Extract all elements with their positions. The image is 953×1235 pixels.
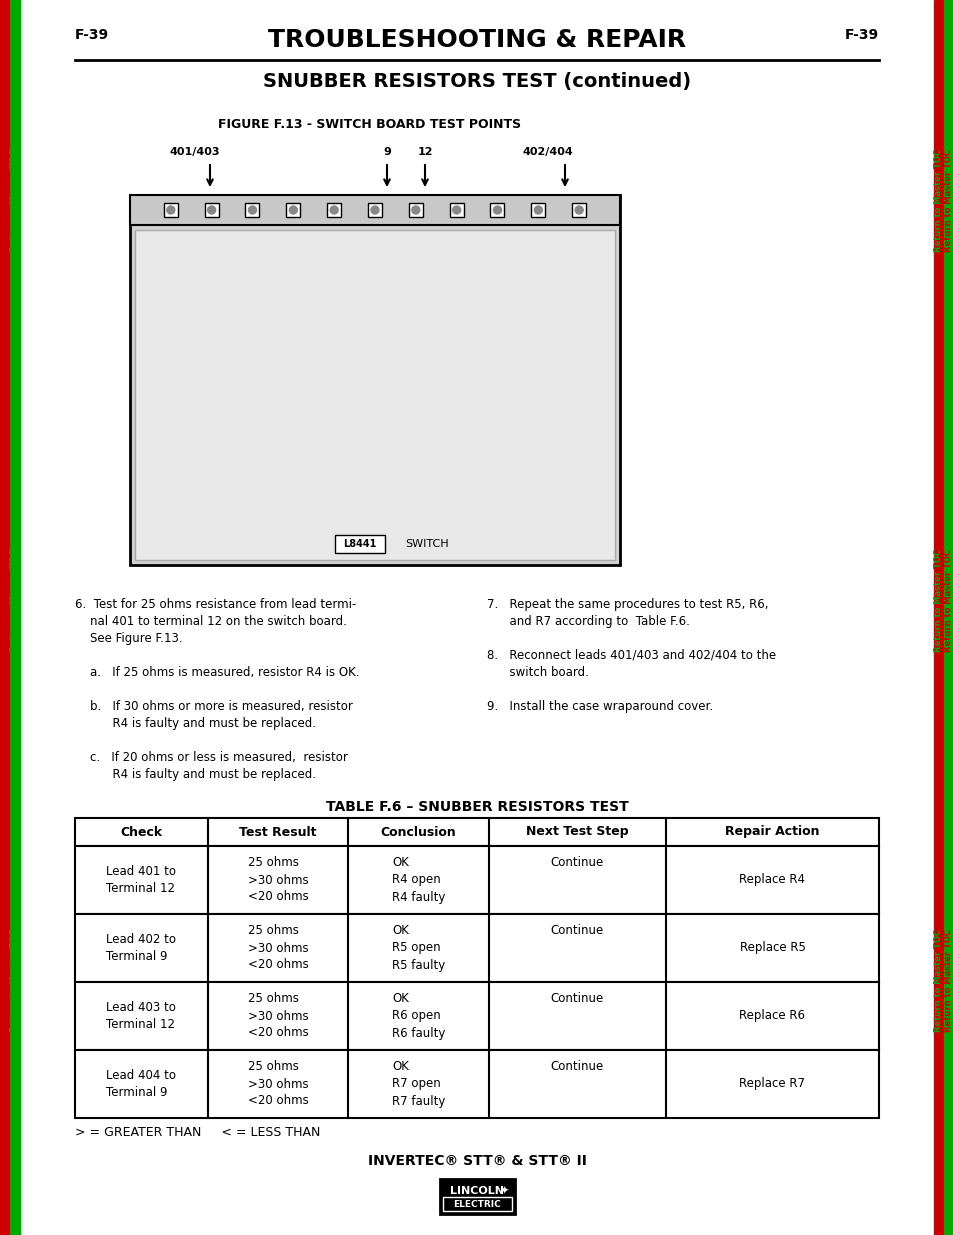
Text: Return to Master TOC: Return to Master TOC [934, 148, 943, 252]
Bar [572, 203, 585, 217]
Text: 25 ohms
>30 ohms
<20 ohms: 25 ohms >30 ohms <20 ohms [248, 1061, 308, 1108]
Text: Return to Section TOC: Return to Section TOC [1, 547, 10, 653]
Bar [286, 203, 300, 217]
Text: > = GREATER THAN     < = LESS THAN: > = GREATER THAN < = LESS THAN [75, 1126, 320, 1139]
Text: Conclusion: Conclusion [380, 825, 456, 839]
Text: Lead 401 to
Terminal 12: Lead 401 to Terminal 12 [106, 864, 176, 895]
Text: Test Result: Test Result [239, 825, 316, 839]
Text: Return to Master TOC: Return to Master TOC [934, 929, 943, 1031]
Text: OK
R5 open
R5 faulty: OK R5 open R5 faulty [392, 925, 445, 972]
Circle shape [289, 206, 297, 214]
Bar [449, 203, 463, 217]
Text: Check: Check [120, 825, 162, 839]
Text: ELECTRIC: ELECTRIC [453, 1200, 501, 1209]
Text: Replace R4: Replace R4 [739, 857, 804, 904]
Bar [205, 203, 218, 217]
Bar [327, 203, 341, 217]
Text: 6.  Test for 25 ohms resistance from lead termi-
    nal 401 to terminal 12 on t: 6. Test for 25 ohms resistance from lead… [75, 598, 359, 781]
Text: Return to Master TOC: Return to Master TOC [10, 548, 19, 652]
Text: 7.   Repeat the same procedures to test R5, R6,
      and R7 according to  Table: 7. Repeat the same procedures to test R5… [486, 598, 776, 713]
Text: Return to Master TOC: Return to Master TOC [10, 929, 19, 1031]
Text: Replace R6: Replace R6 [739, 993, 804, 1040]
Text: Next Test Step: Next Test Step [526, 825, 628, 839]
Text: Continue: Continue [550, 925, 603, 972]
Text: Return to Master TOC: Return to Master TOC [934, 548, 943, 652]
Circle shape [167, 206, 174, 214]
Bar [368, 203, 381, 217]
Bar [0, 0, 10, 1235]
Bar [245, 203, 259, 217]
Bar [75, 982, 878, 1050]
Circle shape [534, 206, 541, 214]
Text: SWITCH: SWITCH [405, 538, 448, 550]
Text: 25 ohms
>30 ohms
<20 ohms: 25 ohms >30 ohms <20 ohms [248, 993, 308, 1040]
Text: LINCOLN: LINCOLN [450, 1187, 504, 1197]
Bar [75, 914, 878, 982]
Text: L8441: L8441 [343, 538, 376, 550]
Text: 12: 12 [416, 147, 433, 157]
Circle shape [208, 206, 215, 214]
Text: OK
R4 open
R4 faulty: OK R4 open R4 faulty [392, 857, 445, 904]
Text: Lead 403 to
Terminal 12: Lead 403 to Terminal 12 [107, 1002, 176, 1031]
Text: Lead 404 to
Terminal 9: Lead 404 to Terminal 9 [106, 1070, 176, 1099]
Text: Replace R5: Replace R5 [739, 925, 804, 972]
Text: Lead 402 to
Terminal 9: Lead 402 to Terminal 9 [106, 932, 176, 963]
Bar [135, 230, 615, 559]
Bar [335, 535, 385, 553]
Circle shape [371, 206, 378, 214]
Bar [75, 1050, 878, 1118]
Text: 401/403: 401/403 [170, 147, 220, 157]
Bar [933, 0, 943, 1235]
Text: 25 ohms
>30 ohms
<20 ohms: 25 ohms >30 ohms <20 ohms [248, 925, 308, 972]
Text: 25 ohms
>30 ohms
<20 ohms: 25 ohms >30 ohms <20 ohms [248, 857, 308, 904]
Bar [943, 0, 953, 1235]
Text: Return to Section TOC: Return to Section TOC [1, 927, 10, 1032]
Bar [75, 846, 878, 914]
Bar [531, 203, 545, 217]
Text: TABLE F.6 – SNUBBER RESISTORS TEST: TABLE F.6 – SNUBBER RESISTORS TEST [325, 800, 628, 814]
Text: ✦: ✦ [498, 1187, 508, 1197]
Text: INVERTEC® STT® & STT® II: INVERTEC® STT® & STT® II [367, 1153, 586, 1168]
Circle shape [412, 206, 419, 214]
Text: Return to Master TOC: Return to Master TOC [943, 929, 952, 1031]
Text: OK
R6 open
R6 faulty: OK R6 open R6 faulty [392, 993, 445, 1040]
Bar [130, 195, 619, 564]
Text: Replace R7: Replace R7 [739, 1061, 804, 1108]
Circle shape [452, 206, 460, 214]
Text: Return to Master TOC: Return to Master TOC [10, 148, 19, 252]
Text: Continue: Continue [550, 857, 603, 904]
Bar [130, 195, 619, 225]
Text: SNUBBER RESISTORS TEST (continued): SNUBBER RESISTORS TEST (continued) [263, 72, 690, 91]
Text: Return to Master TOC: Return to Master TOC [943, 548, 952, 652]
Bar [409, 203, 422, 217]
Circle shape [248, 206, 256, 214]
Text: Continue: Continue [550, 993, 603, 1040]
Bar [164, 203, 177, 217]
Bar [75, 818, 878, 846]
Text: TROUBLESHOOTING & REPAIR: TROUBLESHOOTING & REPAIR [268, 28, 685, 52]
Text: Return to Master TOC: Return to Master TOC [943, 148, 952, 252]
Text: Continue: Continue [550, 1061, 603, 1108]
Text: 9: 9 [383, 147, 391, 157]
Text: Repair Action: Repair Action [724, 825, 819, 839]
Bar [10, 0, 20, 1235]
Text: FIGURE F.13 - SWITCH BOARD TEST POINTS: FIGURE F.13 - SWITCH BOARD TEST POINTS [218, 119, 521, 131]
Text: F-39: F-39 [75, 28, 109, 42]
Text: OK
R7 open
R7 faulty: OK R7 open R7 faulty [392, 1061, 445, 1108]
Circle shape [330, 206, 337, 214]
Bar [439, 1179, 515, 1214]
Text: F-39: F-39 [844, 28, 878, 42]
Bar [490, 203, 504, 217]
Circle shape [493, 206, 501, 214]
Bar [442, 1197, 512, 1210]
Text: Return to Section TOC: Return to Section TOC [1, 147, 10, 253]
Circle shape [575, 206, 582, 214]
Text: 402/404: 402/404 [522, 147, 573, 157]
